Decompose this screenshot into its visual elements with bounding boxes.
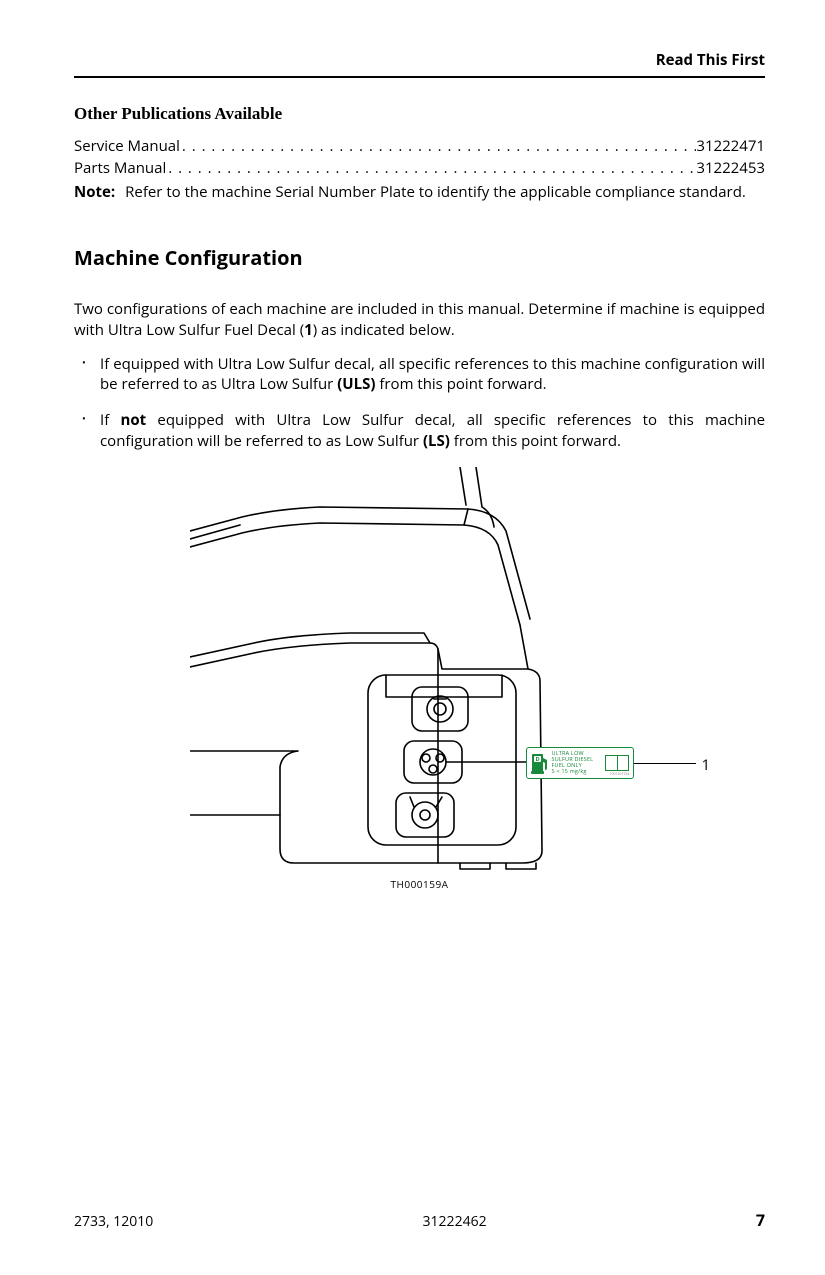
figure: D ULTRA LOW SULFUR DIESEL FUEL ONLY S < … [190, 467, 650, 897]
toc-row: Service Manual . . . . . . . . . . . . .… [74, 136, 765, 156]
para-text: ) as indicated below. [313, 320, 455, 340]
decal-text: ULTRA LOW SULFUR DIESEL FUEL ONLY S < 15… [552, 751, 605, 774]
toc-label: Service Manual [74, 136, 180, 156]
fuel-decal: D ULTRA LOW SULFUR DIESEL FUEL ONLY S < … [526, 747, 634, 779]
machine-illustration [190, 467, 650, 897]
page-number: 7 [756, 1209, 765, 1231]
toc-value: 31222471 [696, 136, 765, 156]
li-text: from this point forward. [375, 374, 546, 394]
decal-part-number: 1001207744 [609, 772, 629, 777]
footer-left: 2733, 12010 [74, 1212, 153, 1231]
toc-value: 31222453 [696, 158, 765, 178]
dot-leader: . . . . . . . . . . . . . . . . . . . . … [180, 136, 696, 156]
callout-ref: 1 [304, 320, 313, 340]
page-footer: 2733, 12010 31222462 7 [74, 1209, 765, 1231]
callout-leader [634, 763, 696, 764]
toc-row: Parts Manual . . . . . . . . . . . . . .… [74, 158, 765, 178]
section-title-publications: Other Publications Available [74, 104, 765, 124]
dot-leader: . . . . . . . . . . . . . . . . . . . . … [166, 158, 696, 178]
note-block: Note: Refer to the machine Serial Number… [74, 182, 765, 202]
li-text: If [100, 410, 120, 430]
li-bold: (LS) [423, 431, 450, 451]
note-text: Refer to the machine Serial Number Plate… [125, 182, 746, 202]
header-title: Read This First [74, 50, 765, 70]
bullet-list: If equipped with Ultra Low Sulfur decal,… [74, 354, 765, 451]
intro-paragraph: Two configurations of each machine are i… [74, 299, 765, 340]
section-title-config: Machine Configuration [74, 244, 765, 271]
callout-number: 1 [702, 755, 711, 775]
li-text: from this point forward. [450, 431, 621, 451]
decal-line: S < 15 mg/kg [552, 767, 587, 775]
toc-label: Parts Manual [74, 158, 166, 178]
manual-icon [605, 755, 629, 771]
svg-text:D: D [535, 755, 539, 763]
list-item: If equipped with Ultra Low Sulfur decal,… [100, 354, 765, 395]
note-label: Note: [74, 182, 125, 202]
fuel-pump-icon: D [530, 751, 550, 775]
list-item: If not equipped with Ultra Low Sulfur de… [100, 410, 765, 451]
header-rule [74, 76, 765, 78]
li-bold: not [120, 410, 146, 430]
figure-code: TH000159A [190, 877, 650, 891]
li-bold: (ULS) [337, 374, 375, 394]
footer-center: 31222462 [423, 1212, 487, 1231]
